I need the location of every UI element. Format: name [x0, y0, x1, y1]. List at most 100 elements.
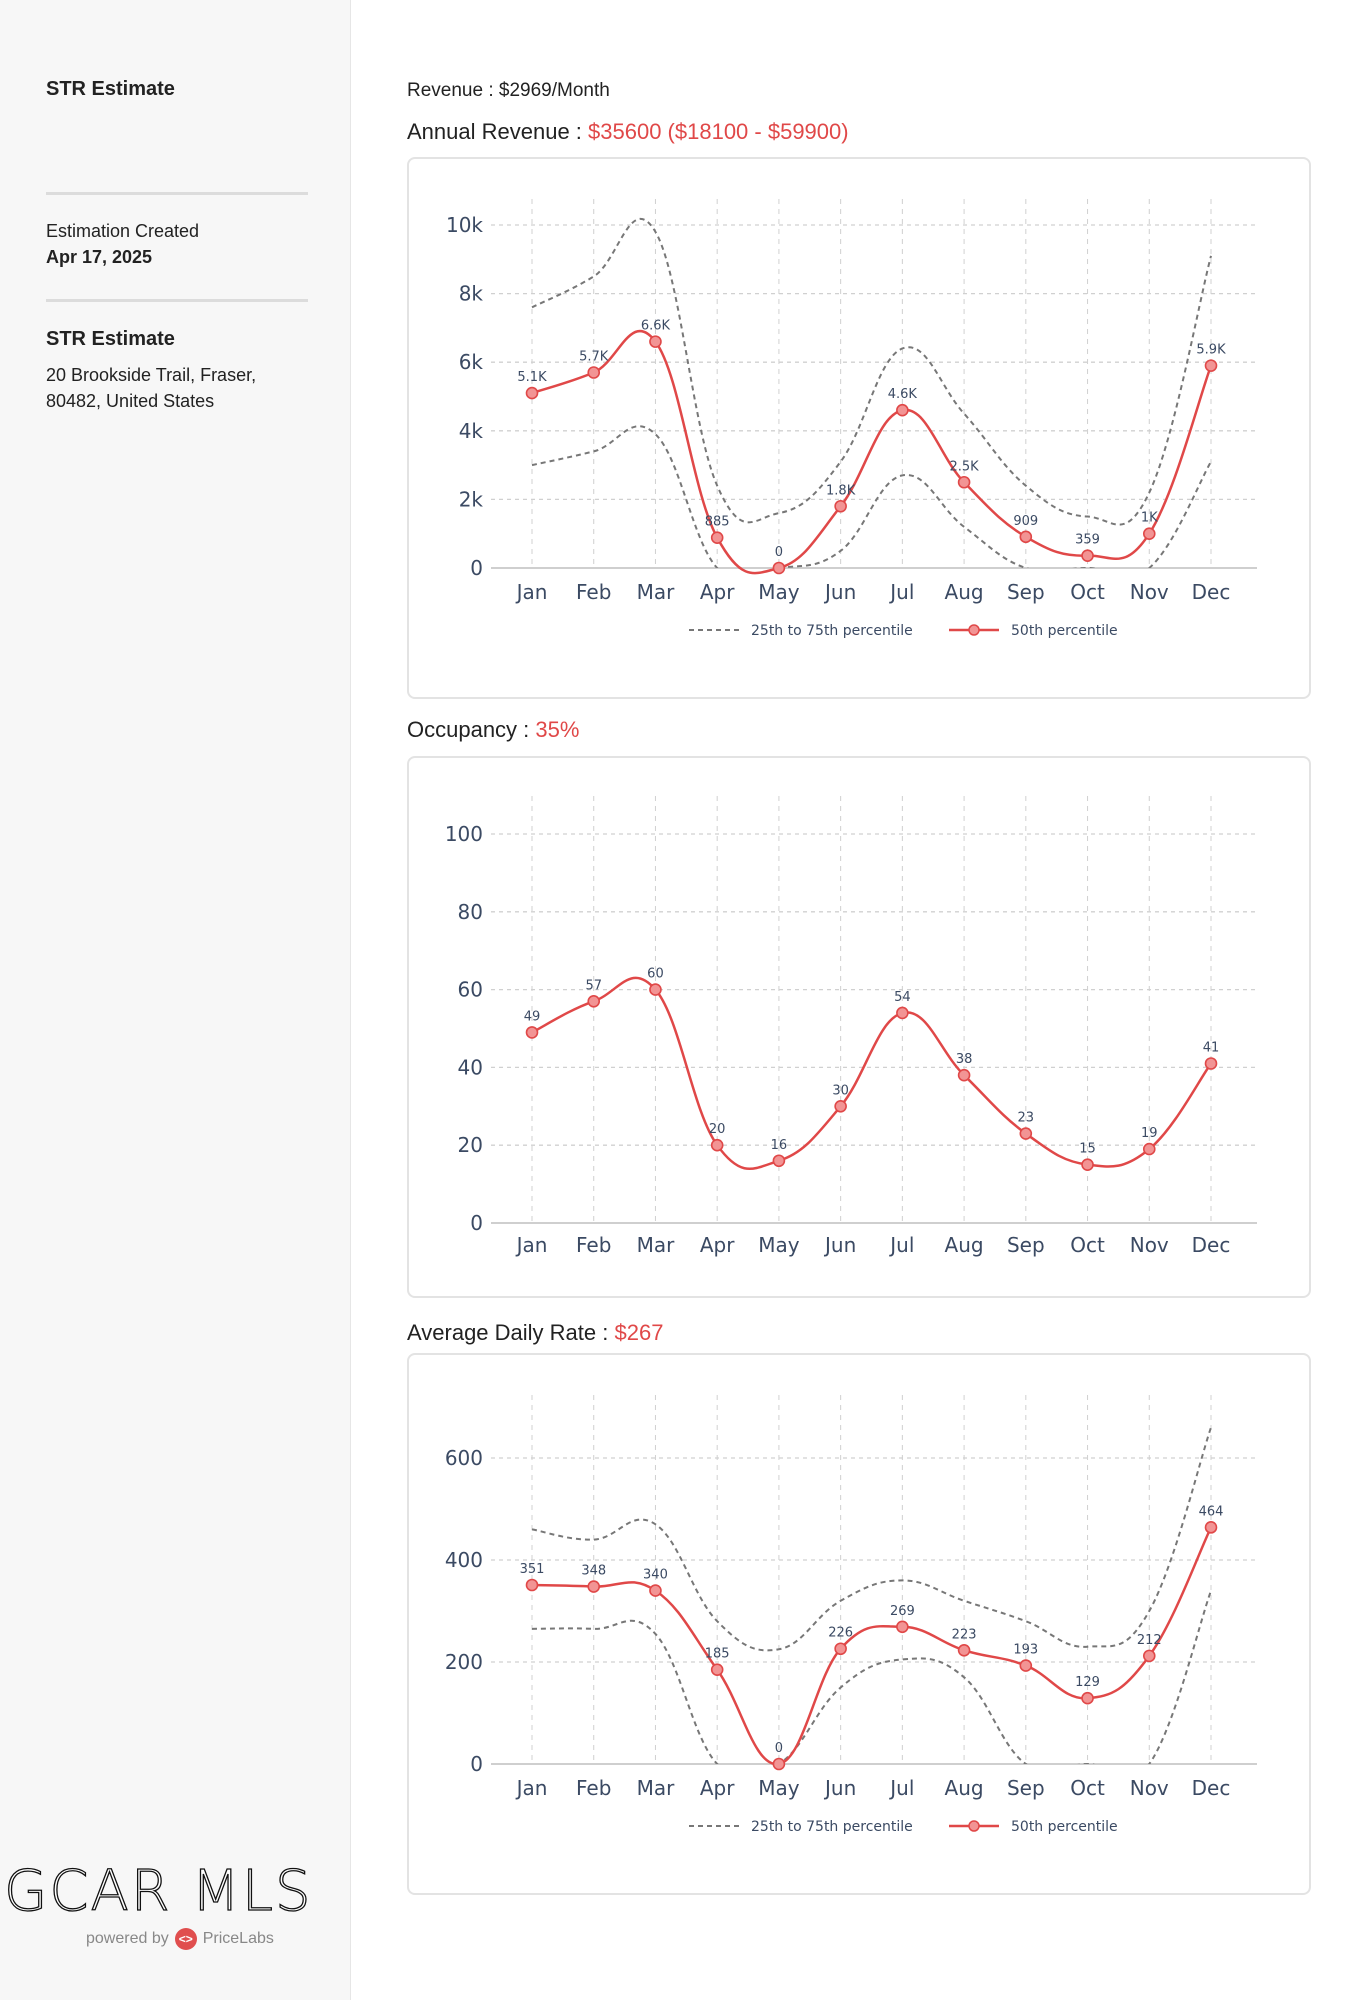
data-point [957, 475, 971, 489]
data-label: 464 [1199, 1504, 1224, 1519]
data-point [896, 403, 909, 417]
data-label: 54 [894, 990, 911, 1005]
x-tick-label: Nov [1130, 1776, 1169, 1800]
y-tick-label: 0 [470, 1752, 483, 1776]
data-label: 49 [524, 1009, 541, 1024]
x-tick-label: Dec [1192, 1776, 1231, 1800]
x-tick-label: Sep [1007, 580, 1045, 604]
legend-percentile-band-label: 25th to 75th percentile [751, 623, 913, 639]
annual-revenue-heading: Annual Revenue : $35600 ($18100 - $59900… [407, 119, 849, 145]
legend-percentile-band-label: 25th to 75th percentile [751, 1819, 913, 1835]
y-tick-label: 0 [470, 556, 483, 580]
data-point [710, 1663, 724, 1676]
legend-median-marker-icon [968, 1820, 980, 1832]
data-label: 351 [520, 1562, 545, 1577]
pricelabs-text: PriceLabs [202, 1930, 274, 1947]
estimation-created-date: Apr 17, 2025 [46, 247, 153, 267]
data-label: 57 [585, 978, 602, 993]
y-tick-label: 4k [459, 419, 484, 443]
data-point [587, 994, 601, 1008]
occupancy-label: Occupancy : [407, 717, 536, 742]
x-tick-label: Jul [888, 1776, 914, 1800]
occupancy-heading: Occupancy : 35% [407, 717, 579, 743]
data-label: 885 [705, 515, 730, 530]
data-point [525, 386, 539, 400]
adr-chart: Jan Feb Mar Apr May Jun Jul Aug Sep Oct Nov Dec 0 200… [445, 1395, 1257, 1835]
percentile-band-line [531, 1427, 1212, 1652]
address-line-2: 80482, United States [46, 391, 215, 411]
y-tick-label: 100 [445, 822, 483, 846]
adr-label: Average Daily Rate : [407, 1320, 615, 1345]
x-tick-label: May [758, 580, 800, 604]
x-tick-label: Jul [888, 1233, 914, 1257]
data-label: 1K [1141, 511, 1158, 526]
adr-value: $267 [614, 1320, 664, 1345]
data-label: 0 [775, 545, 783, 560]
y-tick-label: 600 [445, 1446, 483, 1470]
x-tick-label: Aug [945, 580, 984, 604]
data-point [772, 1757, 786, 1771]
data-point [525, 1026, 539, 1039]
sidebar-title: STR Estimate [46, 78, 175, 100]
y-tick-label: 10k [446, 213, 483, 237]
legend-median-marker-icon [968, 624, 980, 636]
x-tick-label: Oct [1070, 1233, 1105, 1257]
data-label: 223 [952, 1627, 977, 1642]
data-point [649, 983, 662, 996]
data-point [525, 1578, 539, 1592]
percentile-band-line [531, 217, 1212, 526]
x-tick-label: Jun [823, 1776, 856, 1800]
data-label: 16 [771, 1138, 788, 1153]
x-tick-label: Mar [637, 580, 676, 604]
median-line [531, 1526, 1213, 1766]
data-label: 909 [1013, 514, 1038, 529]
data-label: 4.6K [888, 387, 918, 402]
sidebar: STR Estimate Estimation Created Apr 17, … [0, 0, 351, 2000]
data-point [1204, 359, 1218, 372]
data-point [1081, 1158, 1094, 1171]
data-label: 0 [775, 1741, 783, 1756]
data-point [834, 1642, 847, 1656]
data-label: 269 [890, 1604, 915, 1619]
pricelabs-logo-icon: <> [174, 1928, 197, 1950]
x-tick-label: Feb [576, 1233, 611, 1257]
x-tick-label: Sep [1007, 1233, 1045, 1257]
y-tick-label: 8k [459, 282, 484, 306]
revenue-value: $2969/Month [498, 80, 610, 101]
x-tick-label: Feb [576, 580, 611, 604]
data-label: 2.5K [949, 459, 979, 474]
x-tick-label: Sep [1007, 1776, 1045, 1800]
x-tick-label: Nov [1130, 580, 1169, 604]
data-label: 193 [1013, 1643, 1038, 1658]
x-tick-label: Jun [823, 580, 856, 604]
adr-chart-card: Jan Feb Mar Apr May Jun Jul Aug Sep Oct Nov Dec 0 200… [407, 1353, 1311, 1895]
data-point [1019, 1659, 1033, 1672]
x-tick-label: Jan [515, 580, 548, 604]
data-point [649, 1584, 662, 1597]
data-label: 348 [581, 1564, 606, 1579]
legend-median-label: 50th percentile [1011, 1819, 1118, 1835]
data-label: 1.8K [826, 483, 856, 498]
annual-revenue-value: $35600 ($18100 - $59900) [588, 119, 849, 144]
data-point [1204, 1521, 1218, 1534]
annual-revenue-label: Annual Revenue : [407, 119, 589, 144]
data-point [649, 335, 662, 348]
occupancy-chart-card: Jan Feb Mar Apr May Jun Jul Aug Sep Oct Nov Dec 0 20 4… [407, 756, 1311, 1298]
y-tick-label: 80 [458, 900, 483, 924]
y-tick-label: 2k [459, 487, 484, 511]
revenue-chart: Jan Feb Mar Apr May Jun Jul Aug Sep Oct Nov Dec 0 2k 4… [446, 199, 1257, 639]
revenue-chart-card: Jan Feb Mar Apr May Jun Jul Aug Sep Oct Nov Dec 0 2k 4… [407, 157, 1311, 699]
data-label: 212 [1137, 1633, 1162, 1648]
data-label: 5.9K [1196, 343, 1226, 358]
estimation-created-label: Estimation Created [46, 221, 200, 241]
data-point [896, 1620, 909, 1634]
gcar-mls-logo: GCAR MLS powered by <> PriceLabs [3, 1861, 324, 1962]
median-line [531, 976, 1213, 1170]
percentile-band-line [531, 425, 1212, 568]
data-point [957, 1643, 971, 1657]
y-tick-label: 400 [445, 1548, 483, 1572]
y-tick-label: 200 [445, 1650, 483, 1674]
data-label: 38 [956, 1052, 973, 1067]
data-label: 5.7K [579, 349, 609, 364]
y-tick-label: 40 [458, 1055, 483, 1079]
